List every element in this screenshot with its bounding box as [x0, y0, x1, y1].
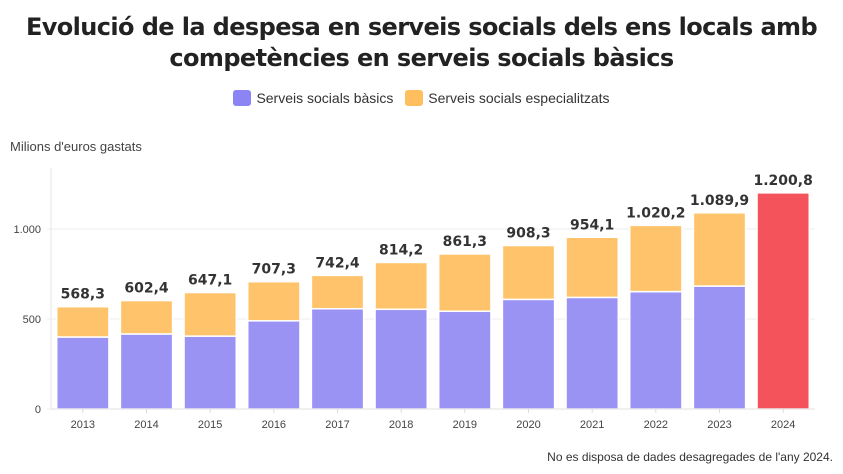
bar-segment-2015-1 — [183, 291, 238, 337]
bar-segment-2019-0 — [437, 310, 492, 410]
legend-label-specialized: Serveis socials especialitzats — [428, 90, 610, 106]
data-label-total: 954,1 — [570, 217, 614, 233]
x-tick-label: 2020 — [516, 419, 540, 431]
bar-segment-2018-1 — [374, 261, 429, 311]
footnote: No es disposa de dades desagregades de l… — [547, 450, 833, 464]
bar-segment-2022-0 — [628, 290, 683, 410]
legend-swatch-specialized — [405, 90, 424, 106]
bar-segment-2013-0 — [55, 336, 110, 410]
data-label-total: 707,3 — [252, 262, 296, 278]
data-label-total: 742,4 — [315, 255, 360, 271]
x-tick-label: 2021 — [580, 419, 604, 431]
bar-segment-2017-0 — [310, 307, 365, 410]
x-tick-label: 2019 — [453, 419, 477, 431]
data-label-total: 814,2 — [379, 242, 423, 258]
bar-segment-2020-1 — [501, 244, 556, 301]
legend: Serveis socials bàsics Serveis socials e… — [0, 90, 843, 109]
bar-segment-2015-0 — [183, 335, 238, 410]
y-axis-title: Milions d'euros gastats — [10, 139, 142, 154]
bar-segment-2016-0 — [246, 320, 301, 410]
legend-item-specialized[interactable]: Serveis socials especialitzats — [405, 90, 610, 106]
x-tick-label: 2016 — [262, 419, 286, 431]
bar-segment-2016-1 — [246, 280, 301, 322]
chart-title-line-2: competències en serveis socials bàsics — [169, 44, 674, 72]
chart-title: Evolució de la despesa en serveis social… — [0, 12, 843, 74]
legend-label-basics: Serveis socials bàsics — [256, 90, 394, 106]
bar-segment-2022-1 — [628, 224, 683, 293]
bar-segment-2014-1 — [119, 299, 174, 335]
x-tick-label: 2022 — [644, 419, 668, 431]
x-tick-label: 2018 — [389, 419, 413, 431]
bar-segment-2020-0 — [501, 298, 556, 410]
x-tick-label: 2023 — [707, 419, 731, 431]
data-label-total: 1.020,2 — [626, 205, 685, 221]
x-tick-label: 2013 — [71, 419, 95, 431]
bar-segment-2023-0 — [692, 285, 747, 410]
bar-segment-2017-1 — [310, 274, 365, 310]
bar-segment-2021-0 — [565, 296, 620, 410]
data-label-total: 861,3 — [443, 234, 487, 250]
data-label-total: 908,3 — [506, 226, 550, 242]
chart-title-line-1: Evolució de la despesa en serveis social… — [25, 13, 818, 41]
bar-segment-2019-1 — [437, 253, 492, 313]
data-label-total: 1.200,8 — [753, 173, 812, 189]
y-tick-label: 1.000 — [13, 224, 41, 236]
bar-segment-2013-1 — [55, 305, 110, 338]
data-label-total: 568,3 — [61, 287, 105, 303]
x-tick-label: 2015 — [198, 419, 222, 431]
y-tick-label: 500 — [23, 314, 41, 326]
bar-segment-2018-0 — [374, 308, 429, 410]
x-tick-label: 2017 — [325, 419, 349, 431]
x-tick-label: 2024 — [771, 419, 795, 431]
legend-item-basics[interactable]: Serveis socials bàsics — [233, 90, 393, 106]
bar-segment-2024-2 — [756, 192, 811, 410]
y-tick-label: 0 — [35, 404, 41, 416]
data-label-total: 602,4 — [124, 281, 169, 297]
x-tick-label: 2014 — [134, 419, 158, 431]
bar-segment-2021-1 — [565, 236, 620, 299]
bar-segment-2014-0 — [119, 333, 174, 410]
bar-segment-2023-1 — [692, 212, 747, 287]
legend-swatch-basics — [233, 90, 252, 106]
data-label-total: 1.089,9 — [690, 193, 749, 209]
data-label-total: 647,1 — [188, 273, 232, 289]
